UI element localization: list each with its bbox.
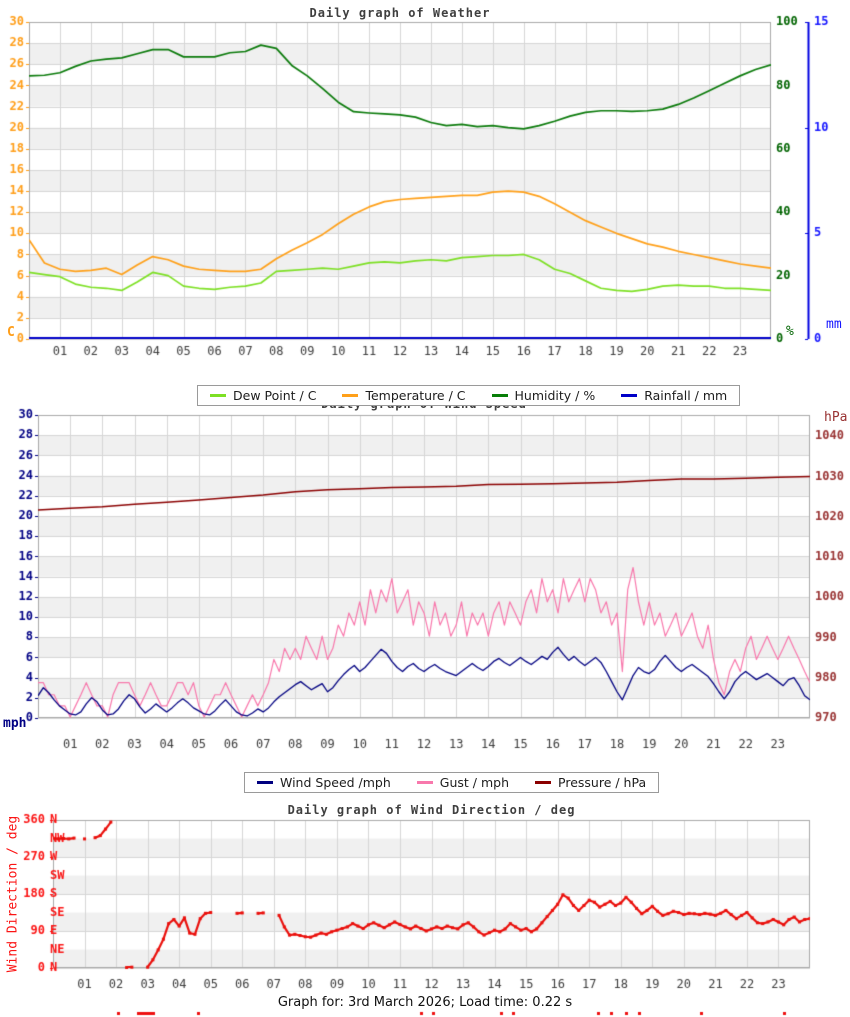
legend-label: Gust / mph <box>439 775 510 790</box>
wind-direction-axis-label-text: Wind Direction / deg <box>5 815 21 973</box>
legend-label: Rainfall / mm <box>644 388 728 403</box>
legend-swatch-icon <box>621 394 638 397</box>
legend-label: Temperature / C <box>365 388 466 403</box>
legend-label: Wind Speed /mph <box>280 775 391 790</box>
legend-item: Pressure / hPa <box>535 775 646 790</box>
legend-swatch-icon <box>210 394 226 397</box>
mph-axis-unit-label: mph <box>3 716 27 731</box>
footer-caption: Graph for: 3rd March 2026; Load time: 0.… <box>277 995 573 1010</box>
legend-item: Wind Speed /mph <box>257 775 391 790</box>
legend-label: Dew Point / C <box>233 388 317 403</box>
percent-axis-unit-label: % <box>786 324 794 339</box>
legend-swatch-icon <box>491 394 508 397</box>
legend-item: Humidity / % <box>491 388 596 403</box>
chart1-title: Daily graph of Weather <box>309 6 491 20</box>
chart3-title: Daily graph of Wind Direction / deg <box>287 803 576 817</box>
chart1-legend: Dew Point / C Temperature / C Humidity / %… <box>197 385 741 406</box>
legend-label: Humidity / % <box>514 388 596 403</box>
legend-item: Dew Point / C <box>210 388 316 403</box>
legend-item: Temperature / C <box>342 388 466 403</box>
legend-swatch-icon <box>257 781 273 784</box>
legend-label: Pressure / hPa <box>558 775 647 790</box>
legend-item: Rainfall / mm <box>621 388 727 403</box>
legend-swatch-icon <box>416 781 433 784</box>
millimetre-axis-unit-label: mm <box>826 317 842 332</box>
chart2-legend: Wind Speed /mph Gust / mph Pressure / hPa <box>244 772 660 793</box>
hpa-axis-unit-label: hPa <box>824 410 848 425</box>
celsius-axis-unit-label: C <box>7 325 15 340</box>
legend-item: Gust / mph <box>416 775 510 790</box>
legend-swatch-icon <box>342 394 359 397</box>
legend-swatch-icon <box>535 781 552 784</box>
